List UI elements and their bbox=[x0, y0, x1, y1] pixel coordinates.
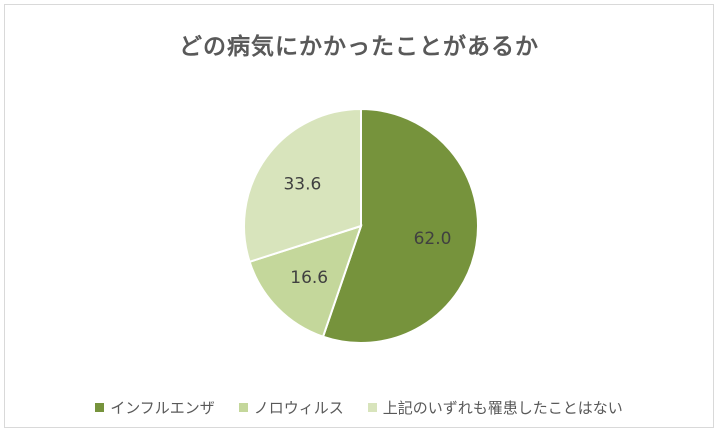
legend-swatch-norovirus bbox=[238, 403, 248, 412]
legend-label-none: 上記のいずれも罹患したことはない bbox=[382, 399, 623, 417]
legend-label-norovirus: ノロウィルス bbox=[253, 399, 344, 417]
pie-slices bbox=[243, 107, 479, 344]
pie-slice-none bbox=[243, 107, 362, 264]
data-label-influenza: 62.0 bbox=[414, 229, 452, 249]
pie-chart: 62.0 16.6 33.6 bbox=[243, 107, 479, 344]
legend-swatch-influenza bbox=[95, 403, 105, 412]
chart-area: どの病気にかかったことがあるか 62.0 16.6 33.6 インフルエンザ ノロウ… bbox=[4, 4, 714, 428]
legend: インフルエンザ ノロウィルス 上記のいずれも罹患したことはない bbox=[5, 397, 713, 418]
legend-label-influenza: インフルエンザ bbox=[110, 399, 215, 417]
pie-data-labels: 62.0 16.6 33.6 bbox=[283, 174, 451, 288]
legend-swatch-none bbox=[367, 403, 377, 412]
legend-item-norovirus: ノロウィルス bbox=[238, 397, 344, 418]
legend-item-influenza: インフルエンザ bbox=[95, 397, 215, 418]
chart-title: どの病気にかかったことがあるか bbox=[179, 34, 539, 60]
legend-item-none: 上記のいずれも罹患したことはない bbox=[367, 397, 623, 418]
data-label-none: 33.6 bbox=[283, 174, 321, 194]
data-label-norovirus: 16.6 bbox=[290, 268, 328, 288]
